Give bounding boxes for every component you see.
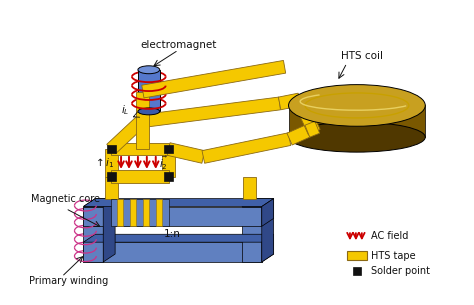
Polygon shape	[262, 234, 273, 262]
Polygon shape	[83, 234, 273, 242]
Polygon shape	[262, 199, 273, 262]
Text: Primary winding: Primary winding	[29, 276, 108, 286]
Text: $\uparrow i_1$: $\uparrow i_1$	[93, 156, 115, 170]
Bar	[107, 145, 116, 153]
Text: AC field: AC field	[371, 231, 408, 241]
Text: $i_L$: $i_L$	[121, 103, 129, 117]
Ellipse shape	[289, 122, 425, 152]
Polygon shape	[107, 117, 145, 154]
Text: HTS tape: HTS tape	[371, 251, 415, 261]
Text: Magnetic core: Magnetic core	[31, 194, 100, 203]
Bar	[83, 206, 262, 226]
Bar	[111, 199, 169, 226]
Bar	[242, 206, 262, 262]
Bar	[347, 251, 367, 260]
Polygon shape	[287, 125, 310, 145]
Bar	[117, 199, 123, 226]
Text: $\vec{i_2}$: $\vec{i_2}$	[159, 154, 168, 171]
Polygon shape	[162, 149, 175, 177]
Bar	[156, 199, 162, 226]
Bar	[83, 242, 262, 262]
Bar	[130, 199, 136, 226]
Polygon shape	[202, 133, 291, 163]
Polygon shape	[103, 199, 115, 262]
Polygon shape	[293, 97, 320, 135]
Polygon shape	[105, 177, 118, 199]
Polygon shape	[167, 143, 205, 163]
Polygon shape	[105, 149, 118, 177]
Text: electromagnet: electromagnet	[140, 40, 217, 50]
Bar	[353, 267, 361, 275]
Bar	[164, 172, 173, 181]
Polygon shape	[142, 60, 286, 98]
Bar	[143, 199, 149, 226]
Text: HTS coil: HTS coil	[341, 51, 383, 61]
Polygon shape	[278, 93, 301, 110]
Polygon shape	[140, 97, 281, 128]
Bar	[164, 145, 173, 153]
Ellipse shape	[305, 93, 409, 118]
Polygon shape	[83, 199, 273, 206]
Text: Solder point: Solder point	[371, 266, 430, 276]
Polygon shape	[305, 121, 319, 137]
Polygon shape	[111, 170, 169, 183]
Polygon shape	[111, 143, 169, 156]
Bar	[107, 172, 116, 181]
Bar	[138, 70, 160, 111]
Polygon shape	[244, 177, 256, 199]
Ellipse shape	[138, 66, 160, 74]
Ellipse shape	[138, 108, 160, 115]
Polygon shape	[83, 199, 115, 206]
Bar	[83, 206, 103, 262]
Polygon shape	[289, 106, 425, 137]
Ellipse shape	[289, 84, 425, 126]
Polygon shape	[262, 199, 273, 226]
Text: 1:n: 1:n	[164, 229, 181, 239]
Polygon shape	[137, 92, 149, 149]
Polygon shape	[242, 199, 273, 206]
